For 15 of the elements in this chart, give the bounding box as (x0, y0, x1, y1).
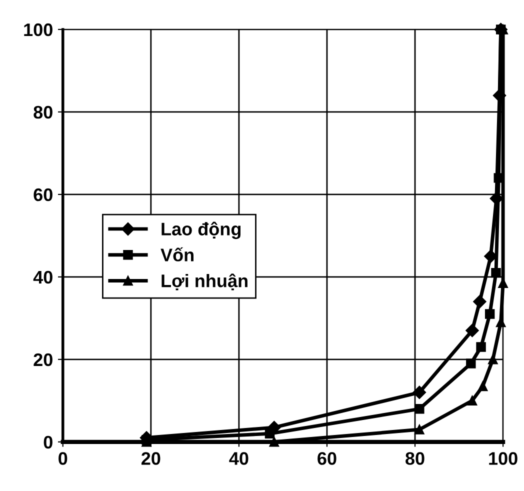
y-tick-label: 60 (34, 188, 52, 202)
x-tick-label: 0 (58, 452, 68, 465)
x-tick-label: 20 (142, 452, 160, 465)
x-tick-label: 100 (489, 452, 518, 465)
x-tick-label: 60 (318, 452, 336, 465)
legend-label: Lợi nhuận (162, 274, 248, 290)
y-tick-label: 40 (33, 270, 52, 284)
y-tick-label: 80 (34, 106, 52, 119)
legend-label: Lao động (162, 222, 241, 240)
y-tick-label: 100 (24, 23, 52, 36)
y-tick-label: 0 (44, 436, 52, 449)
y-tick-label: 20 (34, 353, 52, 366)
x-tick-label: 40 (229, 452, 248, 465)
x-tick-label: 80 (406, 452, 424, 465)
legend-label: Vốn (160, 247, 194, 262)
